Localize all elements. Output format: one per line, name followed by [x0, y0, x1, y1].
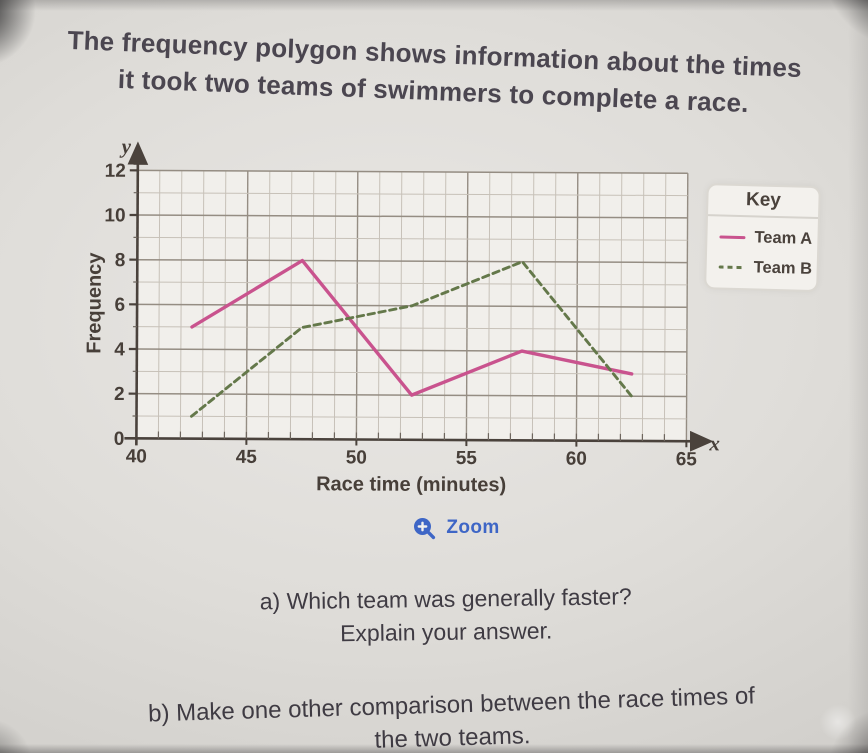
svg-text:12: 12	[105, 161, 126, 182]
zoom-in-icon	[414, 518, 436, 540]
svg-text:4: 4	[114, 339, 125, 360]
plot-area: 40 45 50 55 60 65 0 2 4 6 8 10 12 y x	[104, 134, 720, 470]
svg-text:y: y	[119, 138, 132, 158]
question-a: a) Which team was generally faster? Expl…	[12, 577, 868, 655]
zoom-button[interactable]: Zoom	[22, 516, 868, 540]
team-b-line-swatch	[718, 265, 745, 270]
zoom-button-label: Zoom	[446, 517, 500, 538]
page-title: The frequency polygon shows information …	[0, 19, 868, 126]
legend-item-team-a: Team A	[707, 227, 817, 249]
legend-title: Key	[708, 185, 819, 220]
svg-text:60: 60	[566, 449, 587, 470]
svg-text:45: 45	[236, 447, 258, 468]
svg-text:0: 0	[114, 429, 125, 450]
legend-item-team-b: Team B	[706, 257, 816, 279]
chart-legend: Key Team A Team B	[704, 183, 821, 293]
svg-text:55: 55	[456, 448, 478, 469]
svg-text:x: x	[708, 431, 720, 455]
svg-text:40: 40	[126, 446, 147, 467]
svg-text:65: 65	[676, 449, 698, 470]
legend-label-team-a: Team A	[754, 228, 813, 248]
question-b: b) Make one other comparison between the…	[17, 676, 868, 753]
team-a-line-swatch	[719, 235, 746, 240]
svg-text:50: 50	[346, 447, 367, 468]
legend-label-team-b: Team B	[753, 258, 813, 278]
frequency-polygon-chart: 40 45 50 55 60 65 0 2 4 6 8 10 12 y x Frequency Race t…	[83, 134, 826, 512]
svg-text:10: 10	[104, 205, 125, 226]
svg-text:2: 2	[114, 384, 125, 405]
svg-text:8: 8	[115, 250, 126, 271]
x-axis-title: Race time (minutes)	[316, 473, 507, 497]
svg-text:6: 6	[114, 295, 125, 316]
y-axis-title: Frequency	[83, 252, 106, 354]
